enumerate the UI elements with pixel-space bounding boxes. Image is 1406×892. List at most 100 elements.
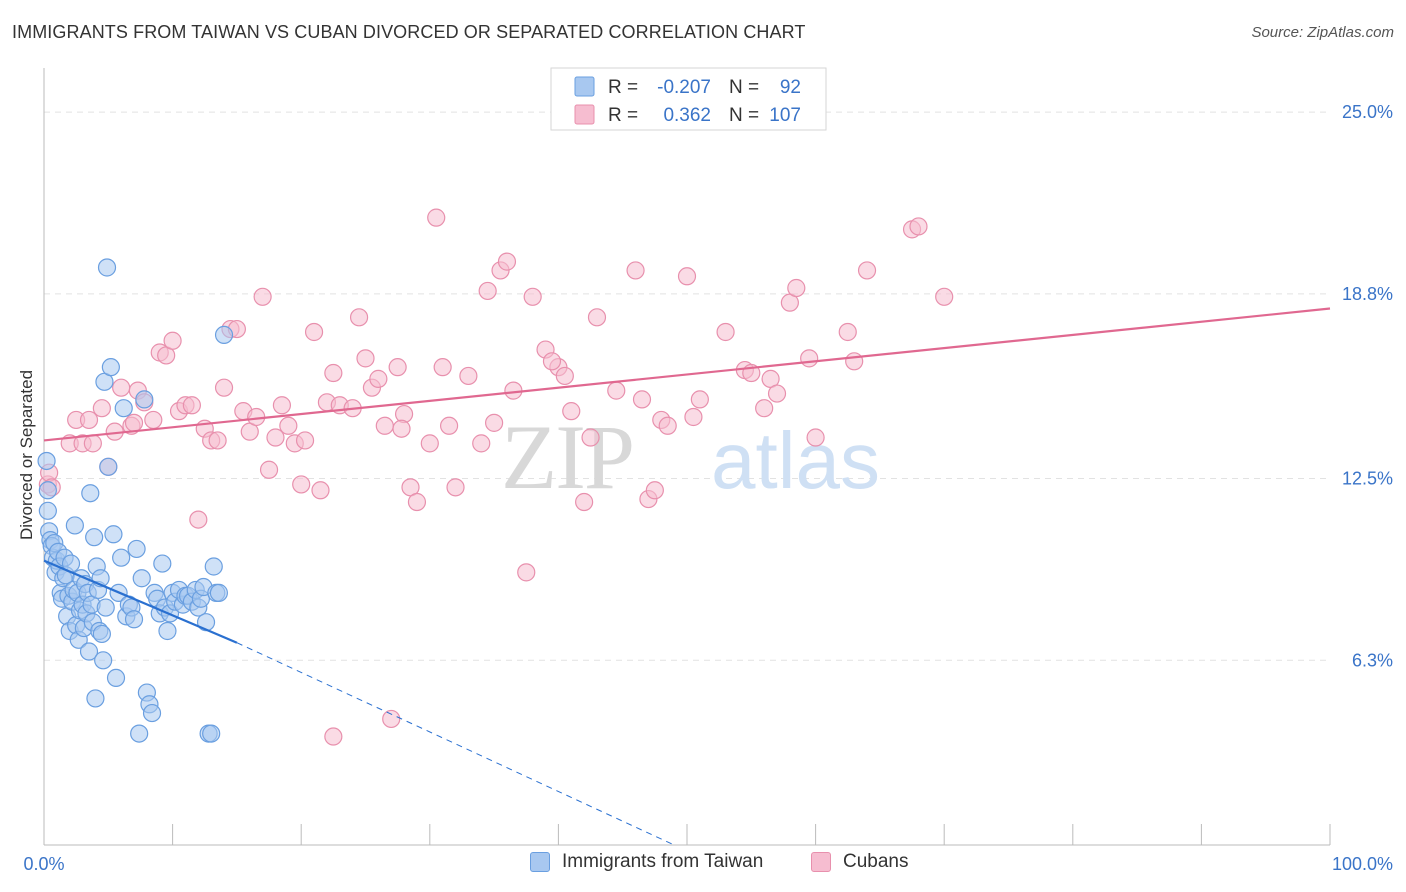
point-cubans (311, 481, 330, 500)
point-cubans (575, 492, 594, 512)
point-cubans (562, 402, 581, 421)
point-cubans (472, 434, 491, 453)
point-taiwan (81, 484, 100, 503)
point-taiwan (153, 554, 172, 573)
point-cubans (388, 358, 407, 377)
point-cubans (645, 481, 664, 500)
point-cubans (369, 369, 388, 388)
point-cubans (144, 410, 163, 430)
point-cubans (446, 478, 465, 497)
point-cubans (626, 261, 645, 280)
point-cubans (92, 399, 111, 418)
point-cubans (523, 287, 542, 306)
point-cubans (485, 413, 504, 432)
point-cubans (356, 349, 375, 368)
x-tick-label: 100.0% (1332, 854, 1393, 874)
legend-r-value: -0.207 (657, 77, 711, 98)
point-cubans (214, 378, 234, 397)
point-taiwan (142, 703, 162, 723)
point-cubans (909, 217, 928, 236)
point-cubans (755, 399, 774, 418)
point-cubans (581, 428, 600, 447)
legend-n-label: N = (729, 105, 759, 126)
point-cubans (587, 308, 607, 327)
point-cubans (279, 416, 298, 435)
series-cubans (38, 208, 954, 746)
legend-box-frame (550, 67, 827, 131)
point-cubans (658, 416, 677, 435)
point-cubans (163, 331, 182, 350)
point-cubans (555, 366, 574, 386)
legend-r-value: 0.362 (663, 105, 711, 126)
point-cubans (677, 267, 697, 286)
y-tick-label: 6.3% (1352, 650, 1393, 670)
point-taiwan (38, 501, 57, 520)
point-cubans (632, 390, 652, 409)
point-taiwan (204, 557, 223, 576)
point-cubans (407, 492, 427, 512)
point-taiwan (124, 610, 144, 629)
point-cubans (375, 416, 394, 435)
point-cubans (838, 322, 857, 342)
point-cubans (497, 252, 517, 271)
x-tick-labels: 0.0% 100.0% (23, 854, 1393, 874)
point-taiwan (101, 358, 120, 377)
legend-item-taiwan[interactable]: Immigrants from Taiwan (530, 851, 763, 873)
point-cubans (304, 322, 324, 342)
point-taiwan (135, 390, 154, 409)
axes (43, 68, 1331, 846)
point-cubans (806, 428, 825, 447)
legend-swatch-taiwan (530, 852, 550, 872)
point-cubans (787, 278, 806, 298)
y-axis-label: Divorced or Separated (17, 370, 36, 540)
point-taiwan (86, 689, 105, 708)
point-cubans (182, 396, 201, 415)
point-taiwan (37, 451, 56, 471)
point-taiwan (38, 481, 57, 500)
point-taiwan (158, 621, 177, 641)
point-cubans (439, 416, 459, 435)
legend-label-taiwan: Immigrants from Taiwan (562, 851, 764, 872)
point-cubans (292, 475, 311, 494)
point-taiwan (97, 258, 117, 277)
series-taiwan (37, 258, 234, 743)
legend-item-cubans[interactable]: Cubans (811, 851, 909, 873)
y-tick-label: 25.0% (1342, 102, 1393, 122)
point-taiwan (114, 399, 133, 418)
bottom-legend: Immigrants from Taiwan Cubans (0, 851, 1406, 879)
point-cubans (124, 413, 144, 432)
watermark: ZIP atlas (501, 406, 880, 508)
grid-lines (44, 111, 1330, 661)
point-taiwan (214, 325, 234, 345)
y-tick-label: 18.8% (1342, 284, 1393, 304)
point-cubans (845, 352, 864, 371)
point-cubans (716, 322, 735, 342)
point-cubans (349, 308, 369, 327)
watermark-zip: ZIP (501, 406, 633, 508)
point-cubans (324, 363, 343, 383)
source-label: Source: ZipAtlas.com (1251, 24, 1394, 41)
trend-line-cubans (43, 307, 1331, 442)
point-taiwan (209, 583, 228, 602)
legend-r-label: R = (608, 105, 638, 126)
point-taiwan (202, 724, 221, 743)
point-cubans (259, 460, 279, 479)
point-cubans (272, 396, 292, 415)
x-tick-label: 0.0% (23, 854, 64, 874)
point-taiwan (132, 569, 151, 588)
point-cubans (79, 410, 99, 430)
point-taiwan (92, 624, 111, 644)
point-cubans (420, 434, 439, 453)
point-cubans (935, 287, 954, 306)
point-cubans (433, 358, 452, 377)
legend-n-value: 107 (769, 105, 801, 126)
stats-legend: R = -0.207 N = 92 R = 0.362 N = 107 (550, 67, 827, 131)
point-taiwan (127, 539, 146, 559)
point-taiwan (104, 525, 123, 544)
point-cubans (208, 431, 227, 450)
point-cubans (324, 727, 343, 746)
point-cubans (189, 510, 208, 529)
y-tick-labels: 6.3% 12.5% 18.8% 25.0% (1342, 102, 1393, 670)
point-taiwan (112, 548, 131, 567)
chart-title: IMMIGRANTS FROM TAIWAN VS CUBAN DIVORCED… (12, 22, 806, 42)
